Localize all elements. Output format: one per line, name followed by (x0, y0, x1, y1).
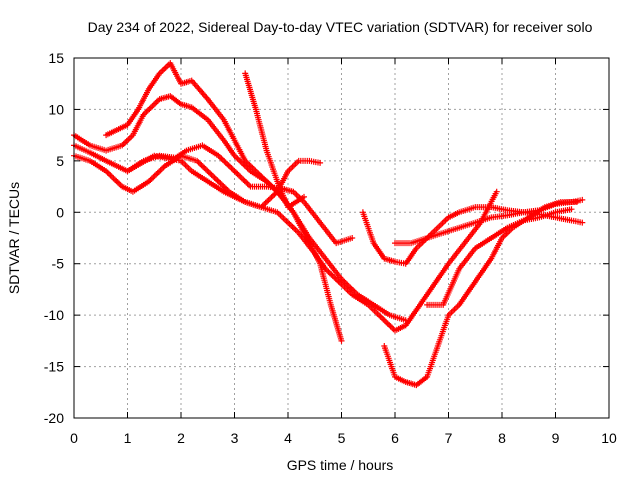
y-tick-label: 0 (56, 204, 64, 220)
x-axis-label: GPS time / hours (287, 457, 394, 473)
x-tick-label: 10 (601, 430, 617, 446)
x-tick-label: 3 (231, 430, 239, 446)
series-points (103, 60, 409, 324)
series-points (242, 70, 307, 211)
y-tick-label: -20 (44, 410, 64, 426)
x-tick-label: 8 (498, 430, 506, 446)
x-tick-label: 2 (177, 430, 185, 446)
series-track-6 (242, 70, 307, 211)
y-tick-label: 10 (48, 101, 64, 117)
x-tick-label: 6 (391, 430, 399, 446)
y-tick-label: -10 (44, 307, 64, 323)
y-tick-label: -15 (44, 359, 64, 375)
axis-ticks: 0 1 2 3 4 5 6 7 8 9 10 -20 -15 -10 -5 0 5 10 15 (44, 50, 617, 446)
x-tick-label: 0 (70, 430, 78, 446)
series-track-10 (424, 206, 575, 308)
series-track-5 (124, 142, 356, 247)
y-tick-label: 5 (56, 153, 64, 169)
series-points (124, 142, 356, 247)
series-points (424, 206, 575, 308)
x-tick-label: 9 (552, 430, 560, 446)
x-tick-label: 1 (124, 430, 132, 446)
y-axis-label: SDTVAR / TECUs (6, 182, 22, 294)
x-tick-label: 4 (284, 430, 292, 446)
series-track-9 (381, 199, 580, 389)
x-tick-label: 7 (445, 430, 453, 446)
x-tick-label: 5 (338, 430, 346, 446)
series-track-3 (103, 60, 409, 324)
series-points (381, 199, 580, 389)
chart-title: Day 234 of 2022, Sidereal Day-to-day VTE… (88, 19, 593, 35)
y-tick-label: -5 (52, 256, 65, 272)
y-tick-label: 15 (48, 50, 64, 66)
